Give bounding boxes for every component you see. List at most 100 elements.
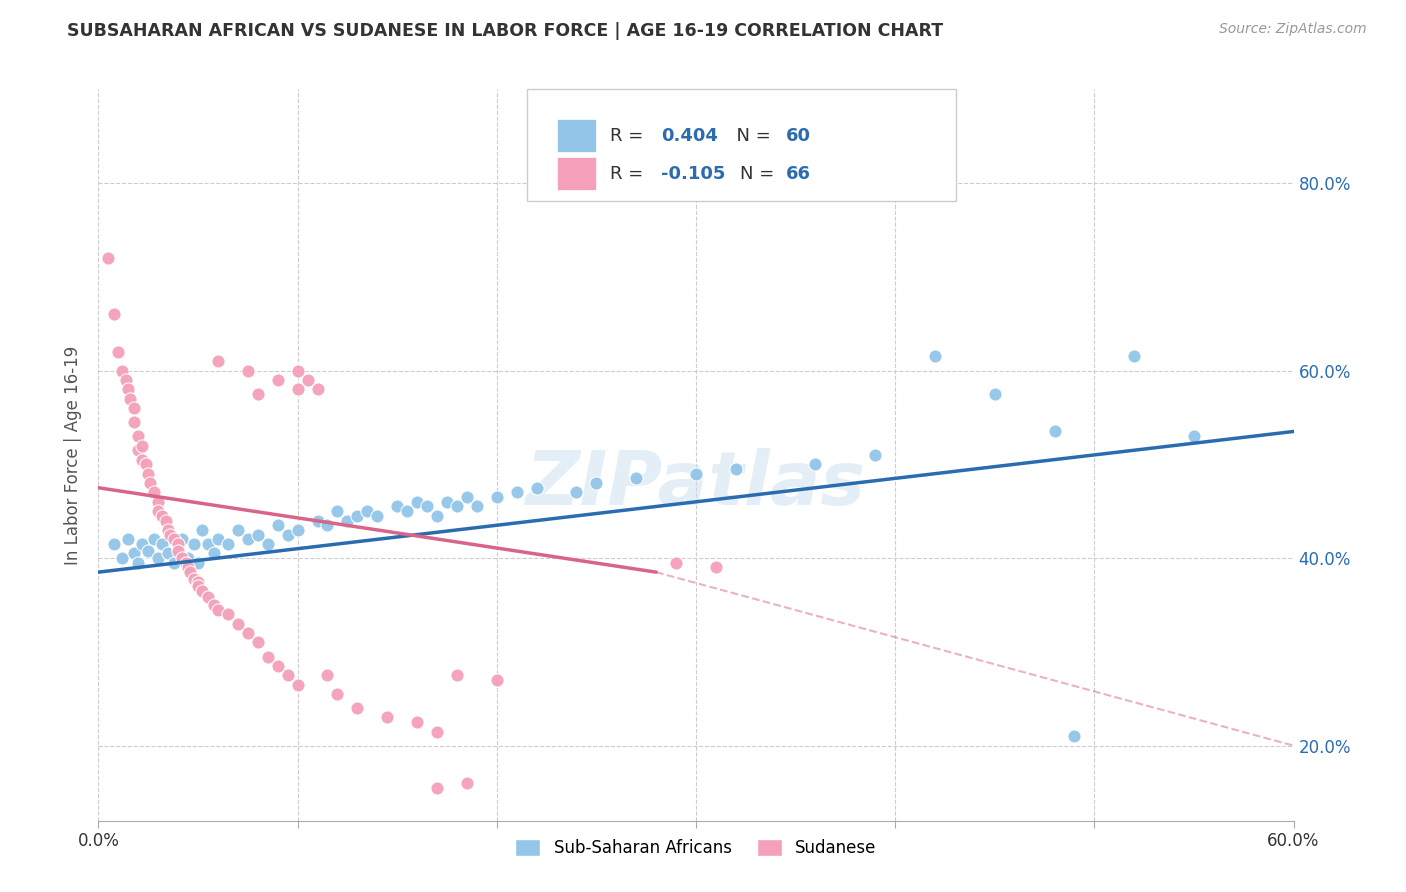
Point bbox=[187, 579, 209, 593]
Point bbox=[316, 518, 339, 533]
Point bbox=[197, 537, 219, 551]
Point bbox=[124, 546, 146, 560]
Point bbox=[375, 710, 398, 724]
Point bbox=[167, 543, 190, 558]
Point bbox=[307, 514, 329, 528]
Text: -0.105: -0.105 bbox=[661, 165, 725, 183]
Point bbox=[924, 350, 946, 364]
Text: R =: R = bbox=[610, 127, 650, 145]
Text: N =: N = bbox=[740, 165, 779, 183]
Text: R =: R = bbox=[610, 165, 650, 183]
Point bbox=[150, 537, 173, 551]
Point bbox=[585, 476, 607, 491]
Point bbox=[124, 401, 146, 415]
Point bbox=[685, 467, 707, 481]
Point bbox=[287, 523, 309, 537]
Point bbox=[143, 533, 166, 547]
Point bbox=[526, 481, 548, 495]
Point bbox=[120, 392, 142, 406]
Point bbox=[356, 504, 378, 518]
Point bbox=[307, 382, 329, 396]
Text: SUBSAHARAN AFRICAN VS SUDANESE IN LABOR FORCE | AGE 16-19 CORRELATION CHART: SUBSAHARAN AFRICAN VS SUDANESE IN LABOR … bbox=[67, 22, 943, 40]
Point bbox=[202, 598, 225, 612]
Point bbox=[267, 659, 290, 673]
Point bbox=[124, 415, 146, 429]
Point bbox=[183, 572, 205, 586]
Point bbox=[226, 616, 249, 631]
Text: Source: ZipAtlas.com: Source: ZipAtlas.com bbox=[1219, 22, 1367, 37]
Point bbox=[665, 556, 688, 570]
Point bbox=[177, 560, 200, 574]
Point bbox=[115, 373, 138, 387]
Point bbox=[287, 363, 309, 377]
Point bbox=[485, 673, 508, 687]
Point bbox=[177, 551, 200, 566]
Point bbox=[103, 307, 125, 321]
Point bbox=[626, 471, 648, 485]
Point bbox=[107, 344, 129, 359]
Point bbox=[406, 495, 429, 509]
Point bbox=[202, 546, 225, 560]
Point bbox=[316, 668, 339, 682]
Point bbox=[111, 551, 134, 566]
Point bbox=[277, 527, 299, 541]
Point bbox=[565, 485, 588, 500]
Point bbox=[157, 523, 180, 537]
Point bbox=[172, 551, 194, 566]
Point bbox=[1123, 350, 1146, 364]
Point bbox=[136, 467, 159, 481]
Text: 0.404: 0.404 bbox=[661, 127, 717, 145]
Point bbox=[163, 533, 186, 547]
Point bbox=[111, 363, 134, 377]
Point bbox=[436, 495, 458, 509]
Point bbox=[207, 354, 229, 368]
Point bbox=[191, 583, 214, 598]
Point bbox=[217, 607, 239, 622]
Point bbox=[426, 724, 449, 739]
Point bbox=[127, 556, 149, 570]
Point bbox=[704, 560, 727, 574]
Point bbox=[246, 387, 269, 401]
Point bbox=[197, 591, 219, 605]
Point bbox=[456, 776, 478, 790]
Point bbox=[155, 514, 177, 528]
Point bbox=[485, 490, 508, 504]
Point bbox=[456, 490, 478, 504]
Point bbox=[136, 543, 159, 558]
Point bbox=[385, 500, 409, 514]
Point bbox=[246, 635, 269, 649]
Point bbox=[256, 649, 278, 664]
Point bbox=[207, 533, 229, 547]
Point bbox=[207, 602, 229, 616]
Point bbox=[131, 438, 153, 452]
Point bbox=[865, 448, 887, 462]
Point bbox=[172, 533, 194, 547]
Point bbox=[135, 458, 157, 472]
Point bbox=[446, 668, 468, 682]
Point bbox=[326, 687, 349, 701]
Point bbox=[1063, 729, 1085, 743]
Point bbox=[183, 537, 205, 551]
Point bbox=[127, 443, 149, 458]
Point bbox=[1043, 425, 1066, 439]
Point bbox=[97, 251, 120, 265]
Point bbox=[131, 452, 153, 467]
Point bbox=[148, 495, 170, 509]
Point bbox=[179, 565, 201, 579]
Point bbox=[724, 462, 747, 476]
Point bbox=[1182, 429, 1205, 443]
Point bbox=[159, 527, 181, 541]
Text: N =: N = bbox=[725, 127, 778, 145]
Point bbox=[346, 701, 368, 715]
Point bbox=[336, 514, 359, 528]
Legend: Sub-Saharan Africans, Sudanese: Sub-Saharan Africans, Sudanese bbox=[509, 832, 883, 863]
Point bbox=[246, 527, 269, 541]
Point bbox=[103, 537, 125, 551]
Text: 60: 60 bbox=[786, 127, 811, 145]
Point bbox=[117, 382, 139, 396]
Point bbox=[506, 485, 529, 500]
Point bbox=[187, 574, 209, 589]
Y-axis label: In Labor Force | Age 16-19: In Labor Force | Age 16-19 bbox=[65, 345, 83, 565]
Point bbox=[157, 546, 180, 560]
Point bbox=[446, 500, 468, 514]
